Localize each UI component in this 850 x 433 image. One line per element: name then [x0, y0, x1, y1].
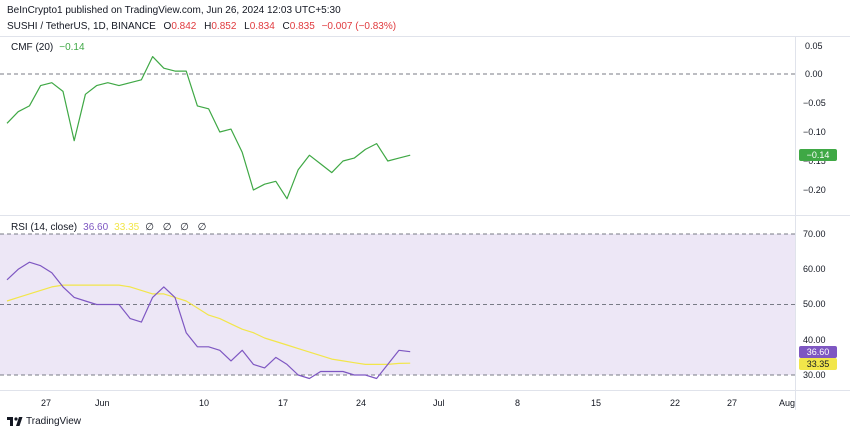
cmf-y-tick: −0.20 [803, 185, 826, 195]
rsi-ma-price-badge: 33.35 [799, 358, 837, 370]
rsi-ma-value: 33.35 [114, 222, 140, 233]
symbol-legend: SUSHI / TetherUS, 1D, BINANCE O0.842 H0.… [7, 21, 396, 32]
cmf-label: CMF (20) [11, 42, 54, 53]
open-value: 0.842 [171, 21, 197, 32]
rsi-y-tick: 50.00 [803, 299, 826, 309]
high-value: 0.852 [211, 21, 237, 32]
rsi-legend[interactable]: RSI (14, close) 36.60 33.35 ∅ ∅ ∅ ∅ [11, 222, 209, 233]
rsi-label: RSI (14, close) [11, 222, 78, 233]
rsi-y-tick: 30.00 [803, 370, 826, 380]
low-label: L [244, 21, 250, 32]
x-axis-label: Jul [433, 398, 445, 408]
x-axis-label: 10 [199, 398, 210, 408]
cmf-price-badge: −0.14 [799, 149, 837, 161]
x-axis-label: 17 [278, 398, 289, 408]
rsi-na-marks: ∅ ∅ ∅ ∅ [145, 222, 210, 233]
cmf-legend[interactable]: CMF (20) −0.14 [11, 42, 85, 53]
publish-header: BeInCrypto1 published on TradingView.com… [7, 5, 341, 16]
symbol-name[interactable]: SUSHI / TetherUS, 1D, BINANCE [7, 21, 156, 32]
rsi-value: 36.60 [83, 222, 109, 233]
cmf-value: −0.14 [59, 42, 85, 53]
x-axis-label: 8 [515, 398, 521, 408]
x-axis-label: Jun [95, 398, 110, 408]
close-value: 0.835 [289, 21, 315, 32]
rsi-y-tick: 40.00 [803, 335, 826, 345]
change-value: −0.007 (−0.83%) [321, 21, 397, 32]
rsi-series-line [6, 261, 411, 380]
cmf-series-line [6, 55, 411, 200]
low-value: 0.834 [249, 21, 275, 32]
x-axis-label: 24 [356, 398, 367, 408]
brand-name: TradingView [26, 416, 82, 427]
rsi-y-tick: 70.00 [803, 229, 826, 239]
cmf-y-tick: −0.10 [803, 127, 826, 137]
high-label: H [204, 21, 212, 32]
x-axis-label: 15 [591, 398, 602, 408]
cmf-y-tick: 0.05 [805, 41, 823, 51]
tradingview-logo-icon [7, 416, 23, 426]
rsi-price-badge: 36.60 [799, 346, 837, 358]
x-axis-label: 22 [670, 398, 681, 408]
x-axis-label: 27 [727, 398, 738, 408]
rsi-y-tick: 60.00 [803, 264, 826, 274]
cmf-y-tick: −0.05 [803, 98, 826, 108]
rsi-ma-series-line [6, 284, 411, 365]
cmf-y-tick: 0.00 [805, 69, 823, 79]
tradingview-footer[interactable]: TradingView [7, 416, 81, 427]
open-label: O [163, 21, 172, 32]
x-axis-label: 27 [41, 398, 52, 408]
x-axis-label: Aug [779, 398, 796, 408]
cmf-y-tick: −0.15 [803, 156, 826, 166]
close-label: C [282, 21, 290, 32]
